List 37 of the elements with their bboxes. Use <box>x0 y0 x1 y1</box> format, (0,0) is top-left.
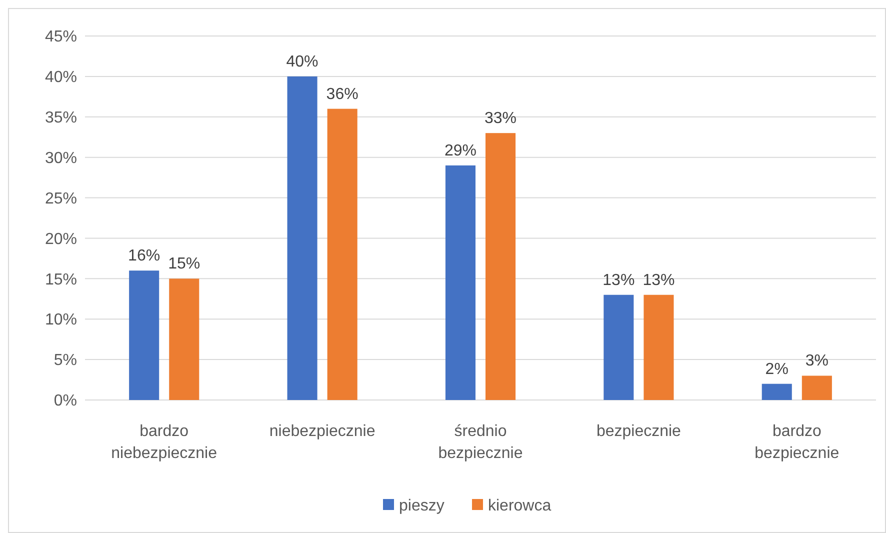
data-label: 2% <box>765 360 788 378</box>
x-tick-label: bardzo niebezpiecznie <box>111 423 218 462</box>
y-tick-label: 45% <box>44 28 77 46</box>
bar <box>802 376 832 400</box>
y-tick-label: 40% <box>44 69 77 86</box>
bar <box>486 133 516 400</box>
x-tick-label: średnio bezpiecznie <box>438 423 523 462</box>
bar <box>445 165 476 400</box>
bar <box>604 294 634 400</box>
data-label: 13% <box>602 272 635 289</box>
y-tick-label: 20% <box>44 230 77 248</box>
x-tick-label: niebezpiecznie <box>269 423 376 440</box>
y-tick-label: 35% <box>44 109 77 126</box>
data-label: 3% <box>805 352 828 370</box>
y-tick-label: 5% <box>54 352 77 370</box>
data-label: 36% <box>326 86 358 103</box>
bar <box>287 76 318 400</box>
data-label: 29% <box>444 142 476 160</box>
y-tick-label: 15% <box>44 271 77 288</box>
x-tick-label: bardzo bezpiecznie <box>754 423 840 462</box>
data-label: 15% <box>168 256 200 273</box>
y-tick-label: 0% <box>54 392 77 410</box>
x-tick-label: bezpiecznie <box>596 423 682 440</box>
legend-label: pieszy <box>399 498 444 515</box>
bar <box>327 108 358 400</box>
legend-label: kierowca <box>488 498 552 515</box>
data-label: 33% <box>484 110 517 128</box>
y-tick-label: 30% <box>44 150 77 167</box>
bar <box>762 384 792 400</box>
data-label: 16% <box>128 248 160 265</box>
data-label: 13% <box>642 272 675 289</box>
bar <box>169 278 200 400</box>
y-tick-label: 25% <box>44 190 77 208</box>
data-label: 40% <box>286 53 318 70</box>
bar <box>644 294 674 400</box>
bar <box>129 270 160 400</box>
y-tick-label: 10% <box>44 312 77 329</box>
